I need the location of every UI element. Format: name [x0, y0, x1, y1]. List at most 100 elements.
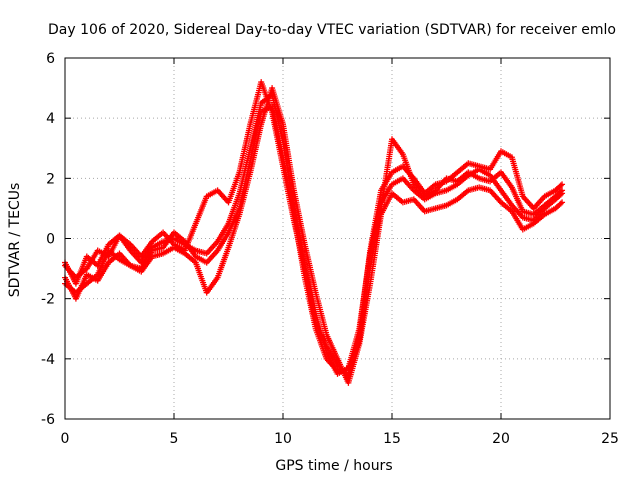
data-point	[83, 265, 90, 272]
track-marker	[557, 200, 564, 207]
data-point	[519, 208, 526, 215]
data-point	[225, 199, 232, 206]
data-point	[378, 205, 385, 212]
data-point	[410, 187, 417, 194]
data-point	[487, 178, 494, 185]
data-point	[203, 250, 210, 257]
data-point	[421, 208, 428, 215]
y-tick-label: 6	[46, 51, 55, 67]
data-point	[508, 184, 515, 191]
data-point	[559, 181, 566, 188]
data-point	[247, 121, 254, 128]
data-point	[72, 289, 79, 296]
data-point	[236, 205, 243, 212]
y-tick-label: -2	[41, 292, 55, 308]
data-point	[214, 238, 221, 245]
data-point	[443, 187, 450, 194]
data-point	[116, 256, 123, 263]
x-tick-label: 20	[492, 431, 510, 447]
data-point	[301, 274, 308, 281]
data-point	[83, 253, 90, 260]
data-point	[399, 175, 406, 182]
data-point	[301, 241, 308, 248]
data-point	[269, 85, 276, 92]
data-point	[258, 109, 265, 116]
data-point	[465, 187, 472, 194]
data-point	[432, 187, 439, 194]
data-point	[247, 157, 254, 164]
data-point	[487, 166, 494, 173]
data-point	[83, 271, 90, 278]
data-point	[399, 151, 406, 158]
data-point	[519, 193, 526, 200]
data-point	[552, 193, 559, 200]
data-point	[356, 337, 363, 344]
chart-title: Day 106 of 2020, Sidereal Day-to-day VTE…	[48, 22, 616, 38]
x-tick-label: 15	[383, 431, 401, 447]
data-point	[181, 238, 188, 245]
data-point	[72, 295, 79, 302]
data-point	[410, 196, 417, 203]
data-point	[192, 259, 199, 266]
series-track-4	[62, 103, 566, 374]
data-point	[105, 247, 112, 254]
data-point	[116, 232, 123, 239]
data-point	[72, 274, 79, 281]
y-tick-label: 0	[46, 232, 55, 248]
y-tick-label: 4	[46, 111, 55, 127]
data-point	[508, 208, 515, 215]
data-point	[465, 169, 472, 176]
axis-ticks: 0 5 10 15 20 25 -6 -4 -2 0 2 4 6	[41, 51, 619, 447]
data-point	[290, 211, 297, 218]
data-point	[519, 214, 526, 221]
data-point	[258, 79, 265, 86]
x-tick-label: 25	[601, 431, 619, 447]
data-point	[541, 193, 548, 200]
data-point	[160, 244, 167, 251]
data-point	[559, 187, 566, 194]
data-point	[149, 247, 156, 254]
data-point	[290, 187, 297, 194]
data-point	[192, 253, 199, 260]
data-points	[62, 79, 566, 386]
data-point	[269, 103, 276, 110]
data-point	[367, 265, 374, 272]
series-track-1	[62, 91, 566, 377]
x-tick-label: 5	[170, 431, 179, 447]
data-point	[225, 229, 232, 236]
data-point	[552, 205, 559, 212]
data-point	[181, 247, 188, 254]
data-point	[530, 205, 537, 212]
data-point	[160, 250, 167, 257]
data-point	[498, 199, 504, 206]
track-marker	[557, 188, 564, 195]
data-point	[149, 238, 156, 245]
data-point	[312, 325, 319, 332]
data-point	[323, 331, 330, 338]
data-point	[389, 190, 395, 197]
data-point	[389, 169, 395, 176]
data-point	[105, 241, 112, 248]
data-point	[552, 187, 559, 194]
data-point	[127, 247, 134, 254]
data-point	[476, 175, 483, 182]
data-point	[83, 280, 90, 287]
data-point	[94, 271, 101, 278]
data-point	[465, 160, 472, 167]
data-point	[530, 220, 537, 227]
data-point	[508, 154, 515, 161]
data-point	[334, 367, 341, 374]
data-point	[454, 196, 461, 203]
data-point	[443, 175, 450, 182]
data-point	[138, 253, 145, 260]
data-point	[127, 262, 134, 269]
data-point	[410, 181, 417, 188]
data-point	[345, 373, 352, 380]
data-point	[94, 277, 101, 284]
data-point	[345, 367, 352, 374]
data-point	[541, 202, 548, 209]
data-point	[160, 229, 167, 236]
data-point	[312, 289, 319, 296]
x-tick-label: 10	[274, 431, 292, 447]
